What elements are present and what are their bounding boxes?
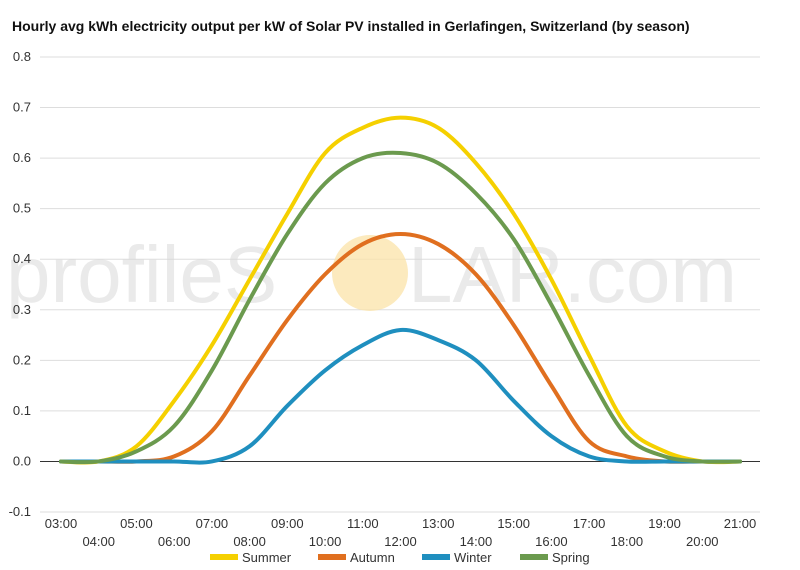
y-tick-label: -0.1 [9,504,31,519]
legend-swatch [422,554,450,560]
legend-label: Summer [242,550,292,565]
y-tick-label: 0.4 [13,251,31,266]
watermark-text-left: profileS [6,230,277,319]
x-tick-label: 15:00 [497,516,530,531]
x-tick-label: 19:00 [648,516,681,531]
y-tick-label: 0.1 [13,403,31,418]
y-tick-label: 0.8 [13,49,31,64]
legend-swatch [210,554,238,560]
series-line-spring [59,150,742,465]
x-tick-label: 07:00 [196,516,229,531]
y-axis-ticks: -0.1 0.0 0.1 0.2 0.3 0.4 0.5 0.6 0.7 0.8 [9,49,31,519]
chart-title: Hourly avg kWh electricity output per kW… [12,18,690,34]
y-tick-label: 0.0 [13,453,31,468]
x-tick-label: 13:00 [422,516,455,531]
x-tick-label: 18:00 [611,534,644,549]
x-tick-label: 17:00 [573,516,606,531]
series-line-winter [59,327,742,465]
x-tick-label: 05:00 [120,516,153,531]
legend-label: Spring [552,550,590,565]
x-axis-ticks: 03:00 04:00 05:00 06:00 07:00 08:00 09:00 10:00… [45,516,757,549]
x-tick-label: 10:00 [309,534,342,549]
watermark-sun-icon [332,235,408,311]
x-tick-label: 03:00 [45,516,78,531]
legend-swatch [520,554,548,560]
legend-item-summer[interactable]: Summer [210,550,292,565]
legend-item-winter[interactable]: Winter [422,550,492,565]
series-line-autumn [59,231,742,464]
legend-label: Winter [454,550,492,565]
x-tick-label: 08:00 [233,534,266,549]
legend-label: Autumn [350,550,395,565]
legend[interactable]: Summer Autumn Winter Spring [210,550,590,565]
grid-lines [40,56,760,513]
x-tick-label: 04:00 [82,534,115,549]
x-tick-label: 11:00 [347,516,379,531]
y-tick-label: 0.2 [13,352,31,367]
series-lines [59,115,742,465]
x-tick-label: 14:00 [460,534,493,549]
x-tick-label: 21:00 [724,516,757,531]
legend-item-spring[interactable]: Spring [520,550,590,565]
y-tick-label: 0.5 [13,201,31,216]
x-tick-label: 06:00 [158,534,191,549]
y-tick-label: 0.3 [13,302,31,317]
y-tick-label: 0.6 [13,150,31,165]
x-tick-label: 20:00 [686,534,719,549]
x-tick-label: 12:00 [384,534,417,549]
y-tick-label: 0.7 [13,100,31,115]
x-tick-label: 09:00 [271,516,304,531]
watermark-text-right: LAR.com [408,230,737,319]
watermark-logo: profileS LAR.com [6,230,737,319]
legend-swatch [318,554,346,560]
series-line-summer [59,115,742,465]
legend-item-autumn[interactable]: Autumn [318,550,395,565]
x-tick-label: 16:00 [535,534,568,549]
